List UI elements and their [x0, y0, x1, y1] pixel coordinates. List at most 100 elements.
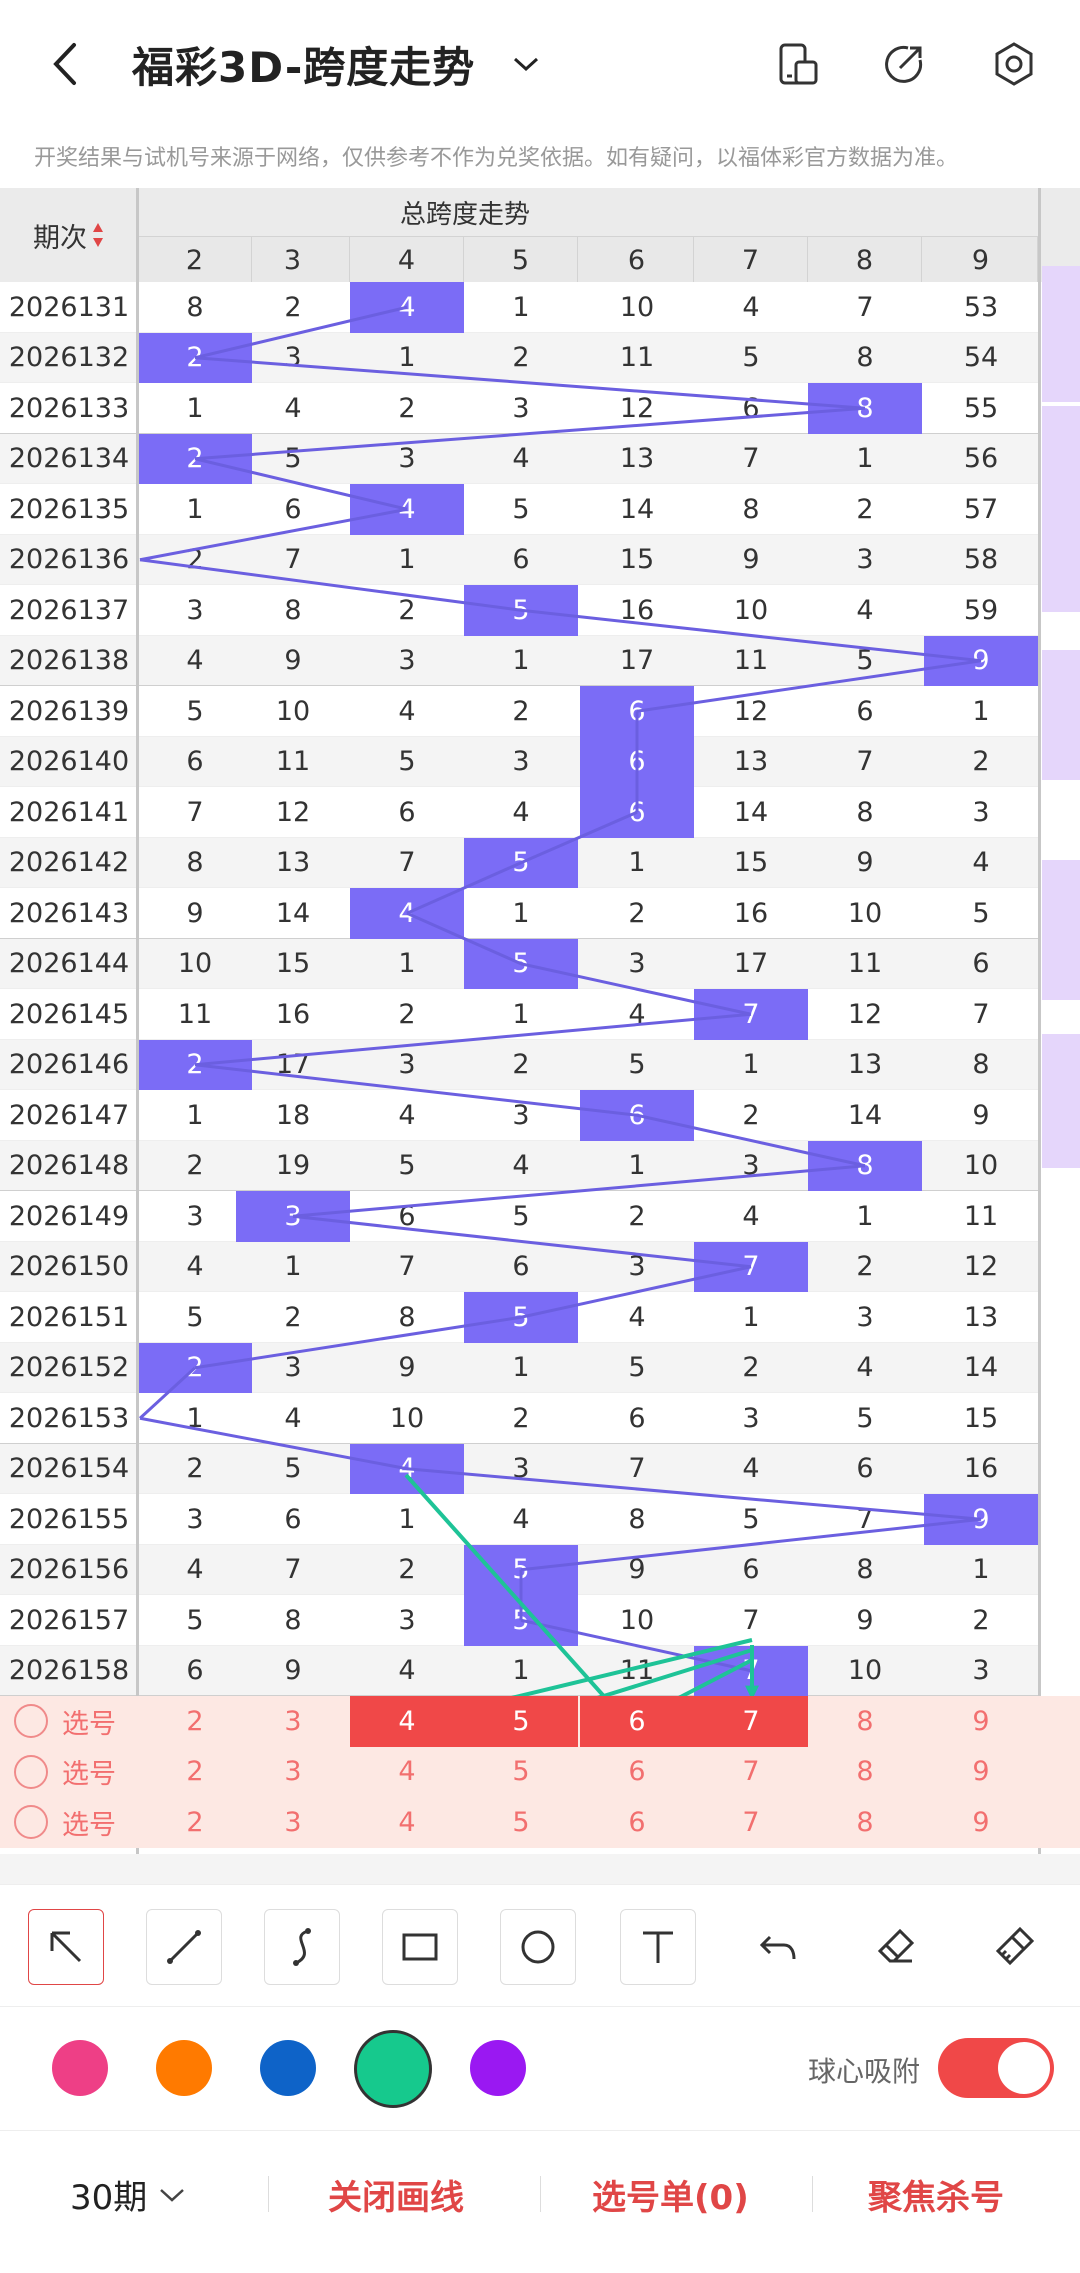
trend-cell: 18	[275, 1099, 311, 1131]
curve-tool-button[interactable]	[264, 1909, 340, 1985]
trend-cell: 6	[628, 1402, 646, 1434]
selection-list-button[interactable]: 选号单(0)	[592, 2178, 749, 2218]
pick-number[interactable]: 6	[628, 1806, 646, 1838]
trend-cell: 11	[619, 342, 655, 374]
pick-number[interactable]: 5	[512, 1756, 530, 1788]
close-draw-button[interactable]: 关闭画线	[328, 2178, 464, 2218]
period-cell: 2026152	[8, 1352, 130, 1384]
trend-line-segment	[194, 1315, 522, 1370]
trend-line-segment	[520, 608, 982, 663]
table-row	[0, 1494, 1038, 1545]
pick-number[interactable]: 6	[628, 1756, 646, 1788]
pick-number[interactable]: 4	[398, 1806, 416, 1838]
chevron-down-icon	[513, 57, 539, 72]
period-cell: 2026147	[8, 1099, 130, 1131]
focus-kill-button[interactable]: 聚焦杀号	[868, 2178, 1004, 2218]
trend-cell: 12	[619, 392, 655, 424]
trend-cell: 2	[628, 1200, 646, 1232]
trend-cell: 4	[186, 1251, 204, 1283]
trend-cell: 1	[856, 443, 874, 475]
pick-label[interactable]: 选号	[14, 1797, 116, 1848]
trend-table[interactable]: 2026131 8 2 4 1 10 4 7 53 2026132 2 3 1 2 11 5 8 54 202613…	[0, 282, 1080, 1854]
pick-number[interactable]: 3	[284, 1705, 302, 1737]
period-header-label: 期次	[33, 222, 87, 254]
pick-number[interactable]: 2	[186, 1756, 204, 1788]
trend-cell: 14	[963, 1352, 999, 1384]
circle-tool-button[interactable]	[500, 1909, 576, 1985]
trend-cell: 10	[847, 1655, 883, 1687]
title-dropdown[interactable]	[490, 28, 562, 100]
color-swatch-orange[interactable]	[156, 2040, 212, 2096]
share-button[interactable]	[868, 28, 940, 100]
pick-number[interactable]: 5	[512, 1806, 530, 1838]
layout-button[interactable]	[762, 28, 834, 100]
pick-row[interactable]	[0, 1797, 1080, 1848]
pick-number[interactable]: 7	[742, 1756, 760, 1788]
back-button[interactable]	[30, 28, 102, 100]
trend-cell: 4	[856, 594, 874, 626]
pick-number[interactable]: 4	[350, 1696, 464, 1747]
line-tool-button[interactable]	[146, 1909, 222, 1985]
trend-cell: 15	[733, 847, 769, 879]
trend-cell: 12	[963, 1251, 999, 1283]
select-tool-button[interactable]	[28, 1909, 104, 1985]
pick-label[interactable]: 选号	[14, 1747, 116, 1798]
pick-label[interactable]: 选号	[14, 1696, 116, 1747]
color-swatch-pink[interactable]	[52, 2040, 108, 2096]
color-swatch-blue[interactable]	[260, 2040, 316, 2096]
pick-number[interactable]: 4	[398, 1756, 416, 1788]
trend-cell: 14	[847, 1099, 883, 1131]
trend-cell: 3	[972, 1655, 990, 1687]
undo-button[interactable]	[740, 1909, 816, 1985]
pick-number[interactable]: 5	[464, 1696, 578, 1747]
pick-number[interactable]: 3	[284, 1756, 302, 1788]
radio-circle-icon[interactable]	[14, 1754, 48, 1789]
pick-number[interactable]: 8	[856, 1705, 874, 1737]
pick-number[interactable]: 3	[284, 1806, 302, 1838]
pick-number[interactable]: 6	[580, 1696, 694, 1747]
pick-number[interactable]: 2	[186, 1806, 204, 1838]
trend-cell: 5	[742, 1503, 760, 1535]
column-header: 9	[924, 237, 1038, 283]
pick-number[interactable]: 9	[972, 1756, 990, 1788]
rectangle-tool-button[interactable]	[382, 1909, 458, 1985]
trend-cell: 2	[398, 998, 416, 1030]
pick-number[interactable]: 9	[972, 1806, 990, 1838]
column-header: 5	[464, 237, 578, 283]
trend-cell: 6	[742, 1554, 760, 1586]
pick-number[interactable]: 9	[972, 1705, 990, 1737]
pick-number[interactable]: 8	[856, 1806, 874, 1838]
pick-number[interactable]: 7	[694, 1696, 808, 1747]
period-header[interactable]: 期次	[0, 188, 138, 282]
trend-cell: 10	[847, 897, 883, 929]
pick-number[interactable]: 7	[742, 1806, 760, 1838]
period-cell: 2026138	[8, 645, 130, 677]
pick-row[interactable]	[0, 1746, 1080, 1797]
color-swatch-purple[interactable]	[470, 2040, 526, 2096]
table-row	[0, 1393, 1038, 1444]
column-header: 3	[236, 237, 350, 283]
clear-all-button[interactable]	[976, 1909, 1052, 1985]
trend-cell: 4	[398, 1099, 416, 1131]
radio-circle-icon[interactable]	[14, 1805, 48, 1840]
period-count-selector[interactable]: 30期	[70, 2170, 187, 2219]
snap-toggle[interactable]	[938, 2038, 1054, 2098]
trend-cell: 13	[619, 443, 655, 475]
chevron-down-icon	[160, 2188, 185, 2202]
text-tool-button[interactable]	[620, 1909, 696, 1985]
trend-cell: 4	[186, 1554, 204, 1586]
radio-circle-icon[interactable]	[14, 1704, 48, 1739]
trend-cell: 6	[512, 544, 530, 576]
arrow-head	[745, 1685, 759, 1700]
color-swatch-green[interactable]	[354, 2030, 432, 2108]
trend-cell: 7	[856, 746, 874, 778]
trend-line-segment	[194, 305, 408, 360]
page-title[interactable]: 福彩3D-跨度走势	[132, 43, 476, 92]
eraser-button[interactable]	[858, 1909, 934, 1985]
pick-number[interactable]: 2	[186, 1705, 204, 1737]
pick-number[interactable]: 8	[856, 1756, 874, 1788]
trend-line-segment	[194, 406, 866, 461]
settings-button[interactable]	[978, 28, 1050, 100]
table-right-border	[1038, 188, 1041, 1854]
side-indicator	[1042, 1034, 1080, 1168]
